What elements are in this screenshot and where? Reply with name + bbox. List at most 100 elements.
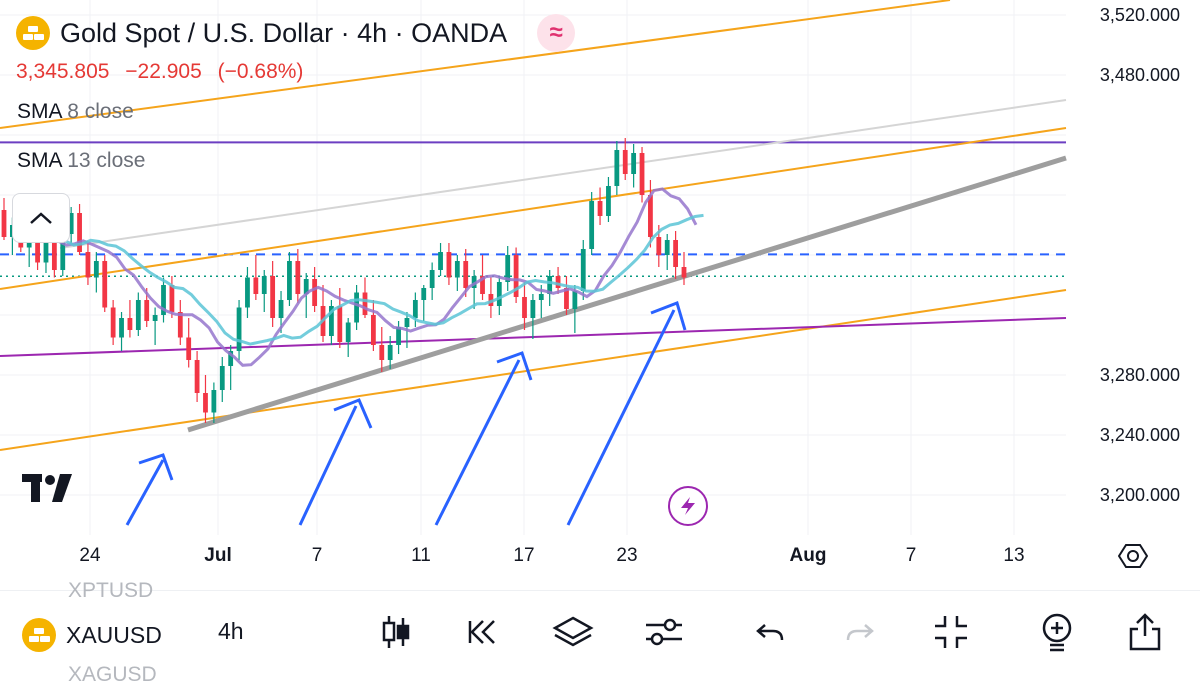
candle xyxy=(362,277,368,318)
main-support-trendline xyxy=(187,155,1067,433)
candle xyxy=(102,255,108,312)
price-tag-blue: 3,360.790 xyxy=(1087,203,1173,224)
candle xyxy=(1,198,7,240)
fullscreen-exit-icon[interactable] xyxy=(928,609,974,655)
candle xyxy=(564,276,569,315)
gold-bars-icon xyxy=(16,16,50,50)
candle xyxy=(127,300,133,338)
ghost-symbol-above: XPTUSD xyxy=(68,579,154,602)
interval-selector[interactable]: 4h xyxy=(218,618,244,644)
candle xyxy=(555,267,561,294)
candle xyxy=(287,252,292,306)
candle xyxy=(597,187,603,225)
candle xyxy=(85,243,91,285)
symbol-selector[interactable]: XAUUSD xyxy=(22,618,162,652)
candle xyxy=(606,177,611,222)
candle xyxy=(186,318,192,368)
candle xyxy=(354,285,359,330)
price-change: −22.905 xyxy=(125,60,202,83)
time-tick: 7 xyxy=(311,545,323,566)
share-icon[interactable] xyxy=(1122,609,1168,655)
sma-lines xyxy=(15,187,704,367)
candle xyxy=(152,307,158,345)
candle xyxy=(471,270,477,309)
candle xyxy=(614,141,620,195)
candle-countdown: 02:46:20 xyxy=(1093,294,1167,315)
candle xyxy=(119,312,124,351)
sma-13-line xyxy=(22,213,704,346)
chevron-up-icon xyxy=(30,212,52,224)
time-tick: Jul xyxy=(204,545,232,566)
redo-icon xyxy=(837,609,883,655)
candle xyxy=(387,336,393,369)
time-tick: 11 xyxy=(411,545,431,566)
replay-icon[interactable] xyxy=(460,609,506,655)
chart-settings-icon[interactable] xyxy=(1117,541,1149,576)
sma-8-line xyxy=(15,187,698,367)
candle xyxy=(421,285,427,321)
candle xyxy=(345,318,351,357)
price-tick: 3,520.000 xyxy=(1099,5,1180,25)
time-tick: 23 xyxy=(616,545,638,566)
candle xyxy=(211,382,217,423)
grey-thin-trendline xyxy=(59,99,1067,249)
candle xyxy=(236,300,242,360)
candle xyxy=(261,270,267,312)
price-tag-last: 3,345.805 02:46:20 xyxy=(1067,263,1193,321)
sma-8-legend[interactable]: SMA 8 close xyxy=(17,100,134,123)
candle xyxy=(320,285,326,342)
candle xyxy=(530,294,536,339)
candle xyxy=(496,277,502,315)
candle xyxy=(379,327,385,372)
candle xyxy=(572,285,578,333)
symbol-title: Gold Spot / U.S. Dollar · 4h · OANDA xyxy=(60,17,508,48)
candle xyxy=(589,192,595,255)
symbol-label: XAUUSD xyxy=(66,621,162,648)
time-tick: Aug xyxy=(789,545,827,566)
candle xyxy=(664,234,670,270)
chart-area[interactable]: Gold Spot / U.S. Dollar · 4h · OANDA ≈ 3… xyxy=(0,0,1200,590)
bottom-toolbar: XPTUSD XAGUSD XAUUSD 4h xyxy=(0,579,1200,686)
annotation-arrows xyxy=(125,301,687,526)
candle xyxy=(295,249,301,303)
candle xyxy=(203,375,208,423)
candle xyxy=(454,255,460,291)
candle xyxy=(639,147,645,203)
gold-bars-icon xyxy=(22,618,56,652)
price-tick: 3,200.000 xyxy=(1099,485,1180,505)
candle xyxy=(329,300,334,345)
candles-icon[interactable] xyxy=(373,609,419,655)
channel-middle-line xyxy=(0,127,1067,290)
channel-upper-line xyxy=(0,0,951,129)
layers-icon[interactable] xyxy=(550,609,596,655)
price-change-percent: (−0.68%) xyxy=(217,60,304,83)
candle xyxy=(631,144,637,188)
candle xyxy=(505,246,511,291)
price-change-row: 3,345.805 −22.905 (−0.68%) xyxy=(16,60,313,84)
price-chart[interactable] xyxy=(0,0,1200,590)
candle xyxy=(169,276,175,318)
price-tag-sma-13: 3,373.292 xyxy=(1087,171,1173,192)
settings-sliders-icon[interactable] xyxy=(641,609,687,655)
undo-icon[interactable] xyxy=(747,609,793,655)
indicators-icon[interactable]: ≈ xyxy=(537,14,576,52)
candle xyxy=(446,243,452,285)
candle xyxy=(648,180,653,248)
sma-13-legend[interactable]: SMA 13 close xyxy=(17,149,146,172)
candle xyxy=(547,270,553,306)
lightning-icon[interactable] xyxy=(668,486,708,526)
alert-add-icon[interactable] xyxy=(1034,609,1080,655)
candle xyxy=(43,237,49,273)
last-price: 3,345.805 xyxy=(16,60,110,83)
arrow-annotation xyxy=(298,398,373,526)
candle xyxy=(77,204,82,255)
candle xyxy=(429,262,435,300)
candle xyxy=(673,231,679,279)
candle xyxy=(253,255,259,300)
collapse-legend-button[interactable] xyxy=(12,193,70,243)
candle xyxy=(245,267,250,318)
candle xyxy=(396,321,401,354)
candle xyxy=(93,252,99,293)
candle xyxy=(194,351,200,402)
candle xyxy=(522,282,527,330)
